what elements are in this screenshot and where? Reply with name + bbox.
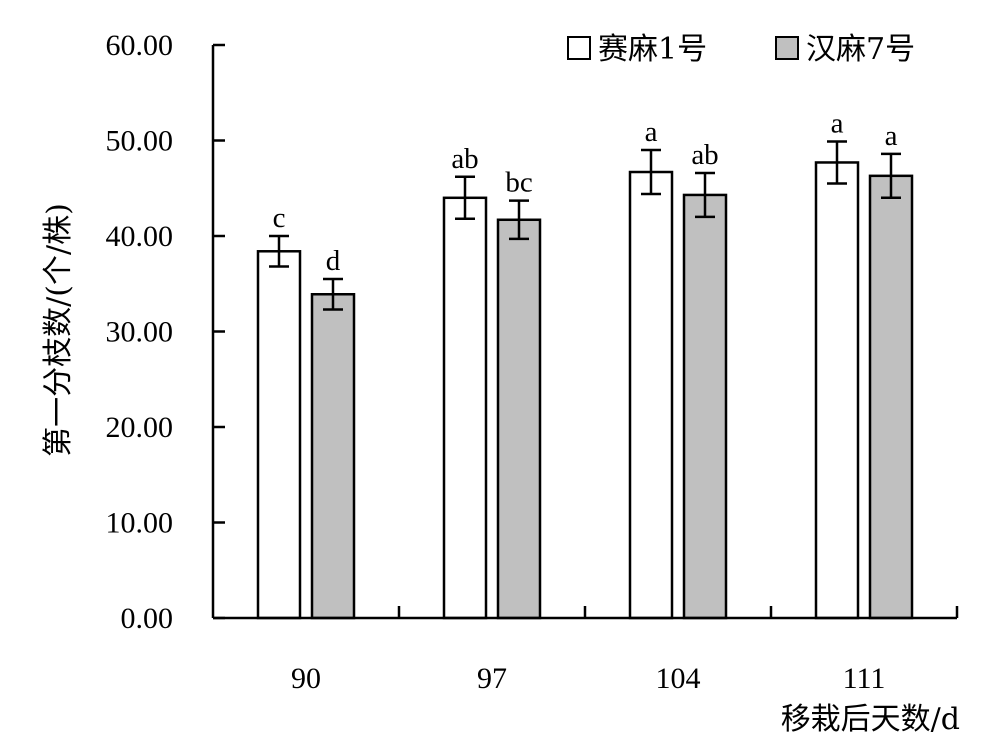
bar [628, 170, 674, 620]
significance-label: ab [691, 139, 718, 171]
significance-label: a [831, 107, 844, 139]
y-tick-label: 20.00 [106, 411, 174, 444]
bar [496, 218, 542, 620]
bar [310, 293, 356, 620]
y-tick-label: 10.00 [106, 507, 174, 540]
y-tick-label: 0.00 [121, 602, 174, 635]
legend-label: 赛麻1号 [598, 32, 707, 67]
significance-label: ab [451, 143, 478, 175]
y-tick-label: 60.00 [106, 29, 174, 62]
y-tick-label: 40.00 [106, 220, 174, 253]
significance-label: bc [505, 167, 532, 199]
x-tick-label: 97 [477, 662, 507, 695]
legend-swatch [775, 36, 799, 60]
significance-label: d [326, 245, 341, 277]
legend-label: 汉麻7号 [806, 32, 915, 67]
bar [442, 196, 488, 620]
bar [814, 161, 860, 620]
legend-swatch [567, 36, 591, 60]
significance-label: a [645, 116, 658, 148]
y-axis-ticks: 0.00 10.00 20.00 30.00 40.00 50.00 60.00 [106, 29, 225, 635]
axes-layer [211, 45, 957, 620]
y-tick-label: 50.00 [106, 125, 174, 158]
x-axis-ticks: 90 97 104 111 [291, 606, 959, 695]
legend: 赛麻1号 汉麻7号 [567, 32, 915, 67]
bar [682, 193, 728, 620]
y-tick-label: 30.00 [106, 316, 174, 349]
x-tick-label: 111 [843, 662, 886, 695]
significance-label: a [885, 120, 898, 152]
bar [256, 250, 302, 620]
significance-label: c [273, 202, 286, 234]
x-tick-label: 90 [291, 662, 321, 695]
bar [868, 174, 914, 620]
x-tick-label: 104 [656, 662, 701, 695]
y-axis-title: 第一分枝数/(个/株) [41, 203, 76, 457]
x-axis-title: 移栽后天数/d [781, 702, 960, 737]
